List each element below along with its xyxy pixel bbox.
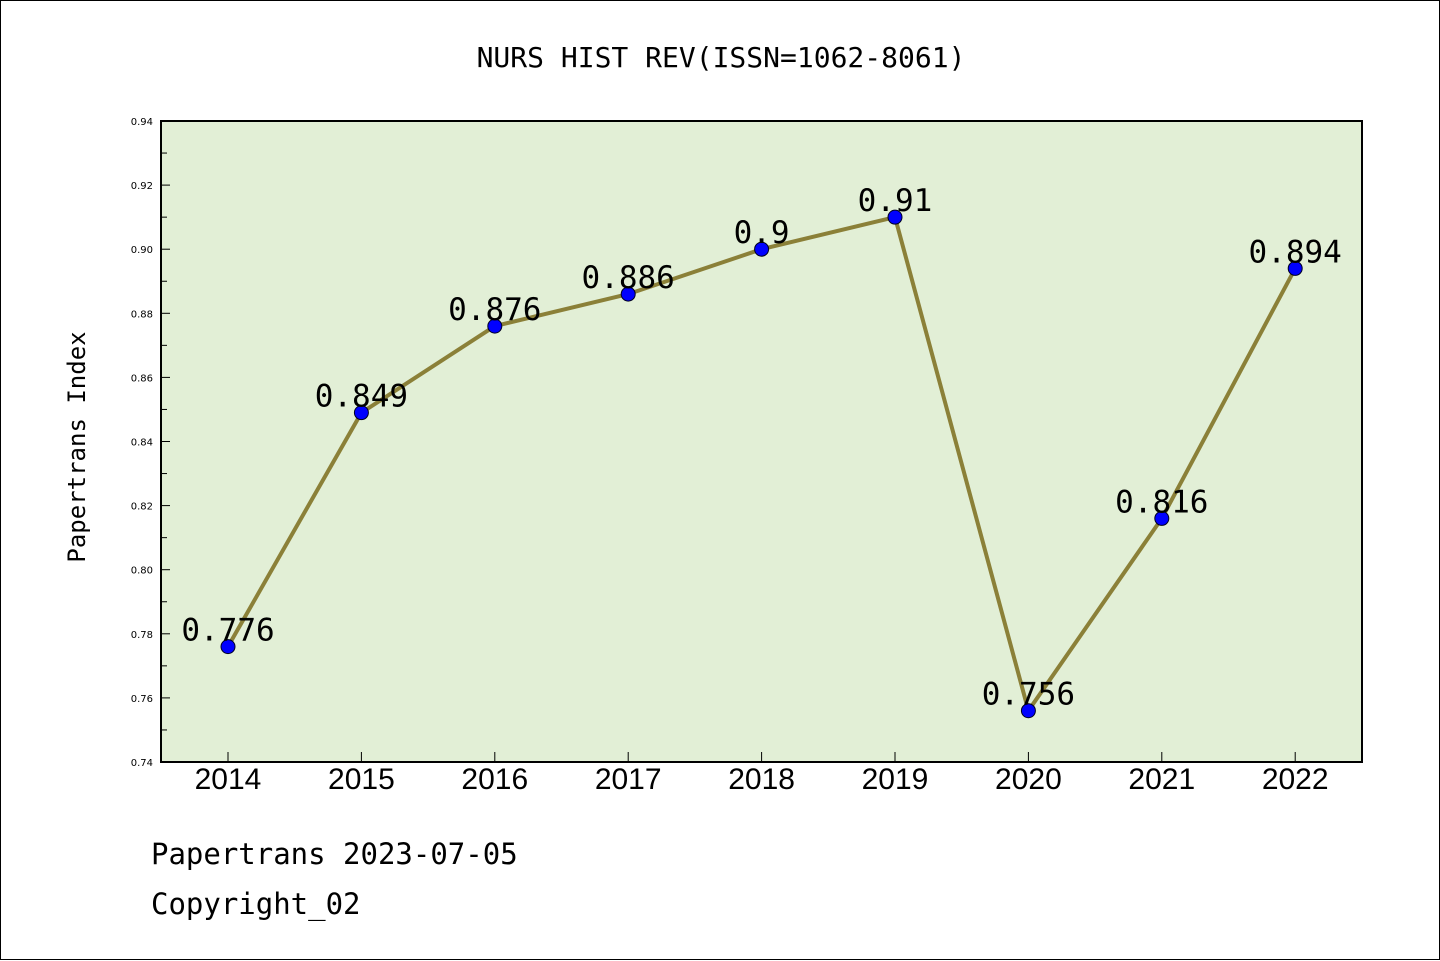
data-point [1154,510,1170,526]
data-point [1020,703,1036,719]
x-tick-label: 2020 [995,763,1062,796]
data-label: 0.876 [448,292,541,328]
y-tick-label: 0.78 [131,630,153,641]
series-marker-group [220,209,1303,719]
data-point [220,639,236,655]
data-label: 0.776 [181,613,274,649]
y-tick-label: 0.74 [131,758,153,769]
data-point [353,405,369,421]
x-tick-label: 2022 [1262,763,1329,796]
data-label: 0.894 [1249,234,1342,270]
data-label: 0.886 [582,260,675,296]
y-tick-label: 0.82 [131,502,153,513]
data-label: 0.756 [982,677,1075,713]
y-tick-label: 0.86 [131,373,153,384]
data-label: 0.91 [858,183,933,219]
y-tick-label: 0.88 [131,309,153,320]
data-point [754,241,770,257]
data-label: 0.9 [734,215,790,251]
data-label-group: 0.776 0.849 0.876 0.886 0.9 0.91 0.756 0.816 0.8… [181,183,1342,713]
y-tick-label: 0.94 [131,117,153,128]
y-axis-label: Papertrans Index [63,331,91,562]
data-label: 0.849 [315,379,408,415]
x-tick-label: 2019 [862,763,929,796]
x-axis-ticks: 2014 2015 2016 2017 2018 2019 2020 2021 2022 [195,752,1329,796]
data-point [1287,260,1303,276]
x-tick-label: 2017 [595,763,662,796]
data-point [887,209,903,225]
y-tick-label: 0.92 [131,181,153,192]
y-tick-label: 0.80 [131,566,153,577]
x-tick-label: 2016 [461,763,528,796]
x-tick-label: 2018 [728,763,795,796]
footer-date: Papertrans 2023-07-05 [151,837,518,871]
data-label: 0.816 [1115,484,1208,520]
data-point [620,286,636,302]
footer-copyright: Copyright_02 [151,887,361,921]
y-axis-ticks: 0.74 0.76 0.78 0.80 0.82 0.84 0.86 0.88 0.90 0.92… [131,117,170,769]
x-tick-label: 2015 [328,763,395,796]
chart-title: NURS HIST REV(ISSN=1062-8061) [477,41,966,74]
x-tick-label: 2014 [195,763,262,796]
y-tick-label: 0.90 [131,245,153,256]
plot-area [160,120,1363,763]
x-tick-label: 2021 [1128,763,1195,796]
y-tick-label: 0.76 [131,694,153,705]
y-tick-label: 0.84 [131,438,153,449]
data-point [487,318,503,334]
